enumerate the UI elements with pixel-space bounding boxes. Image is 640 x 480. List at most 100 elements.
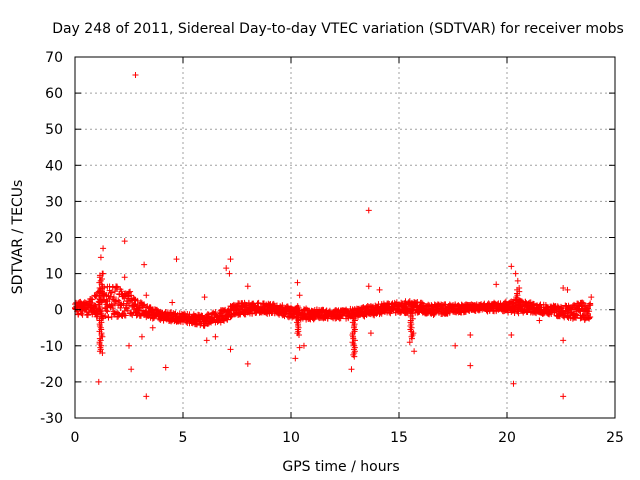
data-point-band bbox=[239, 303, 246, 310]
y-tick-label: 50 bbox=[45, 122, 63, 138]
data-point bbox=[121, 274, 128, 281]
data-point-band bbox=[568, 306, 575, 313]
x-tick-label: 20 bbox=[498, 430, 516, 446]
data-point bbox=[227, 256, 234, 263]
data-point-band bbox=[84, 312, 91, 319]
data-point bbox=[296, 344, 303, 351]
x-tick-label: 15 bbox=[390, 430, 408, 446]
data-point bbox=[162, 364, 169, 371]
data-point-band bbox=[108, 289, 115, 296]
data-point bbox=[452, 342, 459, 349]
data-point-band bbox=[137, 299, 144, 306]
y-tick-label: 70 bbox=[45, 50, 63, 66]
data-point bbox=[121, 238, 128, 245]
y-tick-label: -30 bbox=[40, 411, 63, 427]
data-point bbox=[226, 270, 233, 277]
data-point bbox=[95, 378, 102, 385]
data-point bbox=[203, 337, 210, 344]
data-point bbox=[126, 342, 132, 349]
y-tick-label: 0 bbox=[54, 303, 63, 319]
data-point bbox=[512, 270, 519, 277]
data-point bbox=[244, 283, 251, 290]
data-point bbox=[149, 324, 156, 331]
data-point bbox=[376, 286, 383, 293]
data-point-band bbox=[224, 316, 231, 323]
data-point bbox=[508, 331, 515, 338]
y-axis-label: SDTVAR / TECUs bbox=[10, 180, 26, 295]
data-point bbox=[536, 317, 543, 324]
data-point bbox=[365, 283, 372, 290]
data-point-band bbox=[585, 305, 591, 312]
data-point bbox=[138, 333, 145, 340]
data-point bbox=[143, 292, 150, 299]
data-point-spike bbox=[349, 310, 356, 317]
data-point bbox=[141, 261, 148, 268]
data-point-band bbox=[548, 310, 555, 317]
data-point-band bbox=[310, 316, 317, 323]
data-point bbox=[169, 299, 176, 306]
data-point bbox=[560, 393, 567, 400]
data-point bbox=[132, 72, 139, 79]
data-point bbox=[365, 207, 372, 214]
data-point bbox=[223, 265, 230, 272]
data-point-spike bbox=[516, 285, 523, 292]
data-point-band bbox=[126, 289, 132, 296]
data-point-band bbox=[587, 314, 594, 321]
data-point-band bbox=[88, 296, 95, 303]
data-point-band bbox=[586, 308, 593, 315]
data-point-band bbox=[273, 302, 280, 309]
data-point bbox=[560, 285, 567, 292]
data-point bbox=[508, 263, 515, 270]
y-tick-label: -20 bbox=[40, 375, 63, 391]
data-point-band bbox=[150, 314, 157, 321]
x-tick-label: 10 bbox=[282, 430, 300, 446]
data-point-band bbox=[558, 303, 564, 310]
data-point bbox=[467, 331, 474, 338]
data-point bbox=[406, 339, 413, 346]
data-point-band bbox=[338, 312, 345, 319]
data-point bbox=[143, 393, 150, 400]
data-series bbox=[72, 72, 595, 400]
data-point-band bbox=[522, 298, 529, 305]
data-point bbox=[411, 348, 418, 355]
data-point-band bbox=[108, 302, 115, 309]
data-point bbox=[227, 346, 234, 353]
data-point-band bbox=[104, 308, 111, 315]
data-point-band bbox=[579, 299, 586, 306]
data-point bbox=[296, 292, 303, 299]
data-point bbox=[100, 270, 107, 277]
data-point-band bbox=[114, 284, 121, 291]
data-point bbox=[493, 281, 500, 288]
data-point-band bbox=[141, 301, 148, 308]
data-point bbox=[300, 342, 307, 349]
x-tick-label: 0 bbox=[71, 430, 80, 446]
data-point-band bbox=[131, 296, 138, 303]
data-point bbox=[294, 279, 301, 286]
axis-ticks bbox=[74, 56, 616, 419]
data-point-spike bbox=[294, 303, 301, 310]
data-point bbox=[128, 366, 135, 373]
y-tick-label: 20 bbox=[45, 231, 63, 247]
data-point-band bbox=[587, 300, 594, 307]
data-point-band bbox=[109, 305, 116, 312]
y-tick-labels: -30 -20 -10 0 10 20 30 40 50 60 70 bbox=[40, 50, 63, 427]
data-point-band bbox=[134, 297, 141, 304]
data-point bbox=[514, 277, 521, 284]
x-tick-labels: 0 5 10 15 20 25 bbox=[71, 430, 624, 446]
data-point-band bbox=[127, 288, 134, 295]
x-tick-label: 5 bbox=[179, 430, 188, 446]
y-tick-label: 10 bbox=[45, 267, 63, 283]
data-point-band bbox=[108, 313, 115, 320]
data-point-band bbox=[122, 312, 129, 319]
data-point-band bbox=[102, 313, 109, 320]
data-point-band bbox=[100, 289, 107, 296]
data-point-band bbox=[118, 288, 125, 295]
y-tick-label: 30 bbox=[45, 194, 63, 210]
data-point-spike bbox=[410, 303, 417, 310]
data-point bbox=[292, 355, 299, 362]
data-point bbox=[97, 254, 104, 261]
x-tick-label: 25 bbox=[606, 430, 624, 446]
data-point bbox=[510, 380, 517, 387]
